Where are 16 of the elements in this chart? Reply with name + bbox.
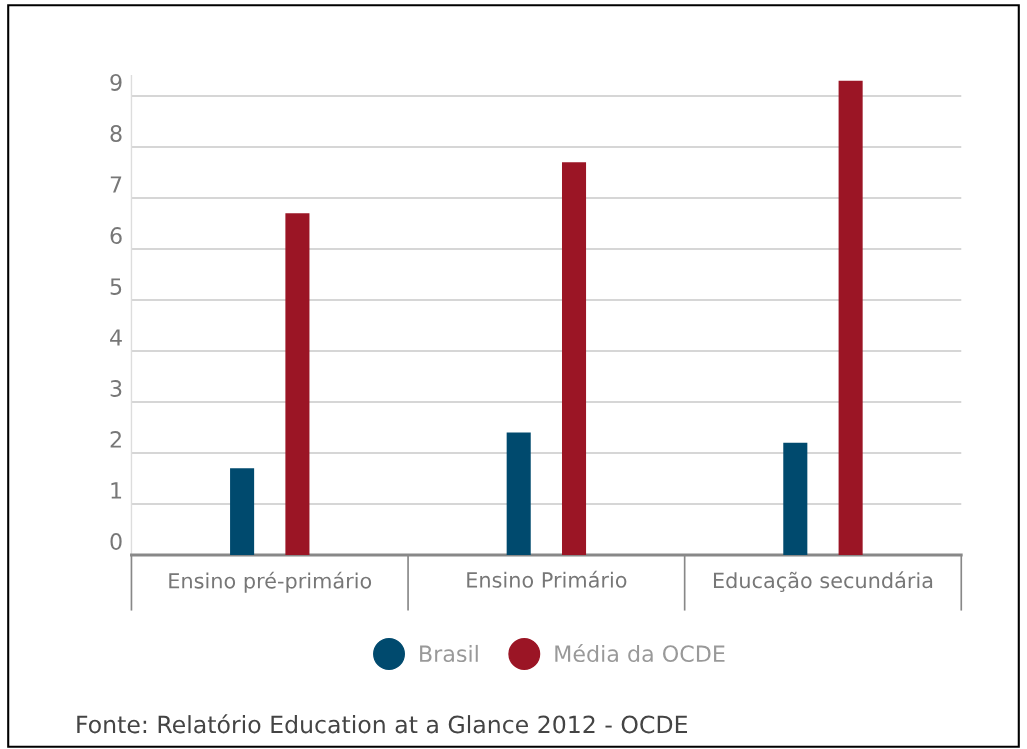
x-tick-label: Ensino Primário <box>467 570 627 588</box>
y-tick-label: 2 <box>110 431 121 448</box>
y-tick-label: 4 <box>110 329 122 346</box>
y-tick-label: 6 <box>110 227 122 244</box>
y-tick-label: 1 <box>111 482 122 499</box>
y-tick-label: 5 <box>110 278 122 295</box>
legend-label: Média da OCDE <box>555 644 725 663</box>
y-tick-label: 8 <box>110 125 122 142</box>
y-tick-label: 3 <box>110 380 122 397</box>
y-tick-label: 7 <box>110 176 122 193</box>
x-tick-label: Ensino pré-primário <box>169 571 372 593</box>
legend-label: Brasil <box>420 644 478 663</box>
x-tick-label: Educação secundária <box>713 571 933 593</box>
y-tick-label: 9 <box>110 74 122 91</box>
source-note: Fonte: Relatório Education at a Glance 2012 - OCDE <box>77 714 688 734</box>
y-tick-label: 0 <box>110 533 122 550</box>
